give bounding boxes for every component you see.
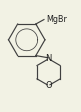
Text: MgBr: MgBr (46, 15, 67, 24)
Text: O: O (45, 81, 52, 90)
Text: N: N (45, 54, 52, 63)
